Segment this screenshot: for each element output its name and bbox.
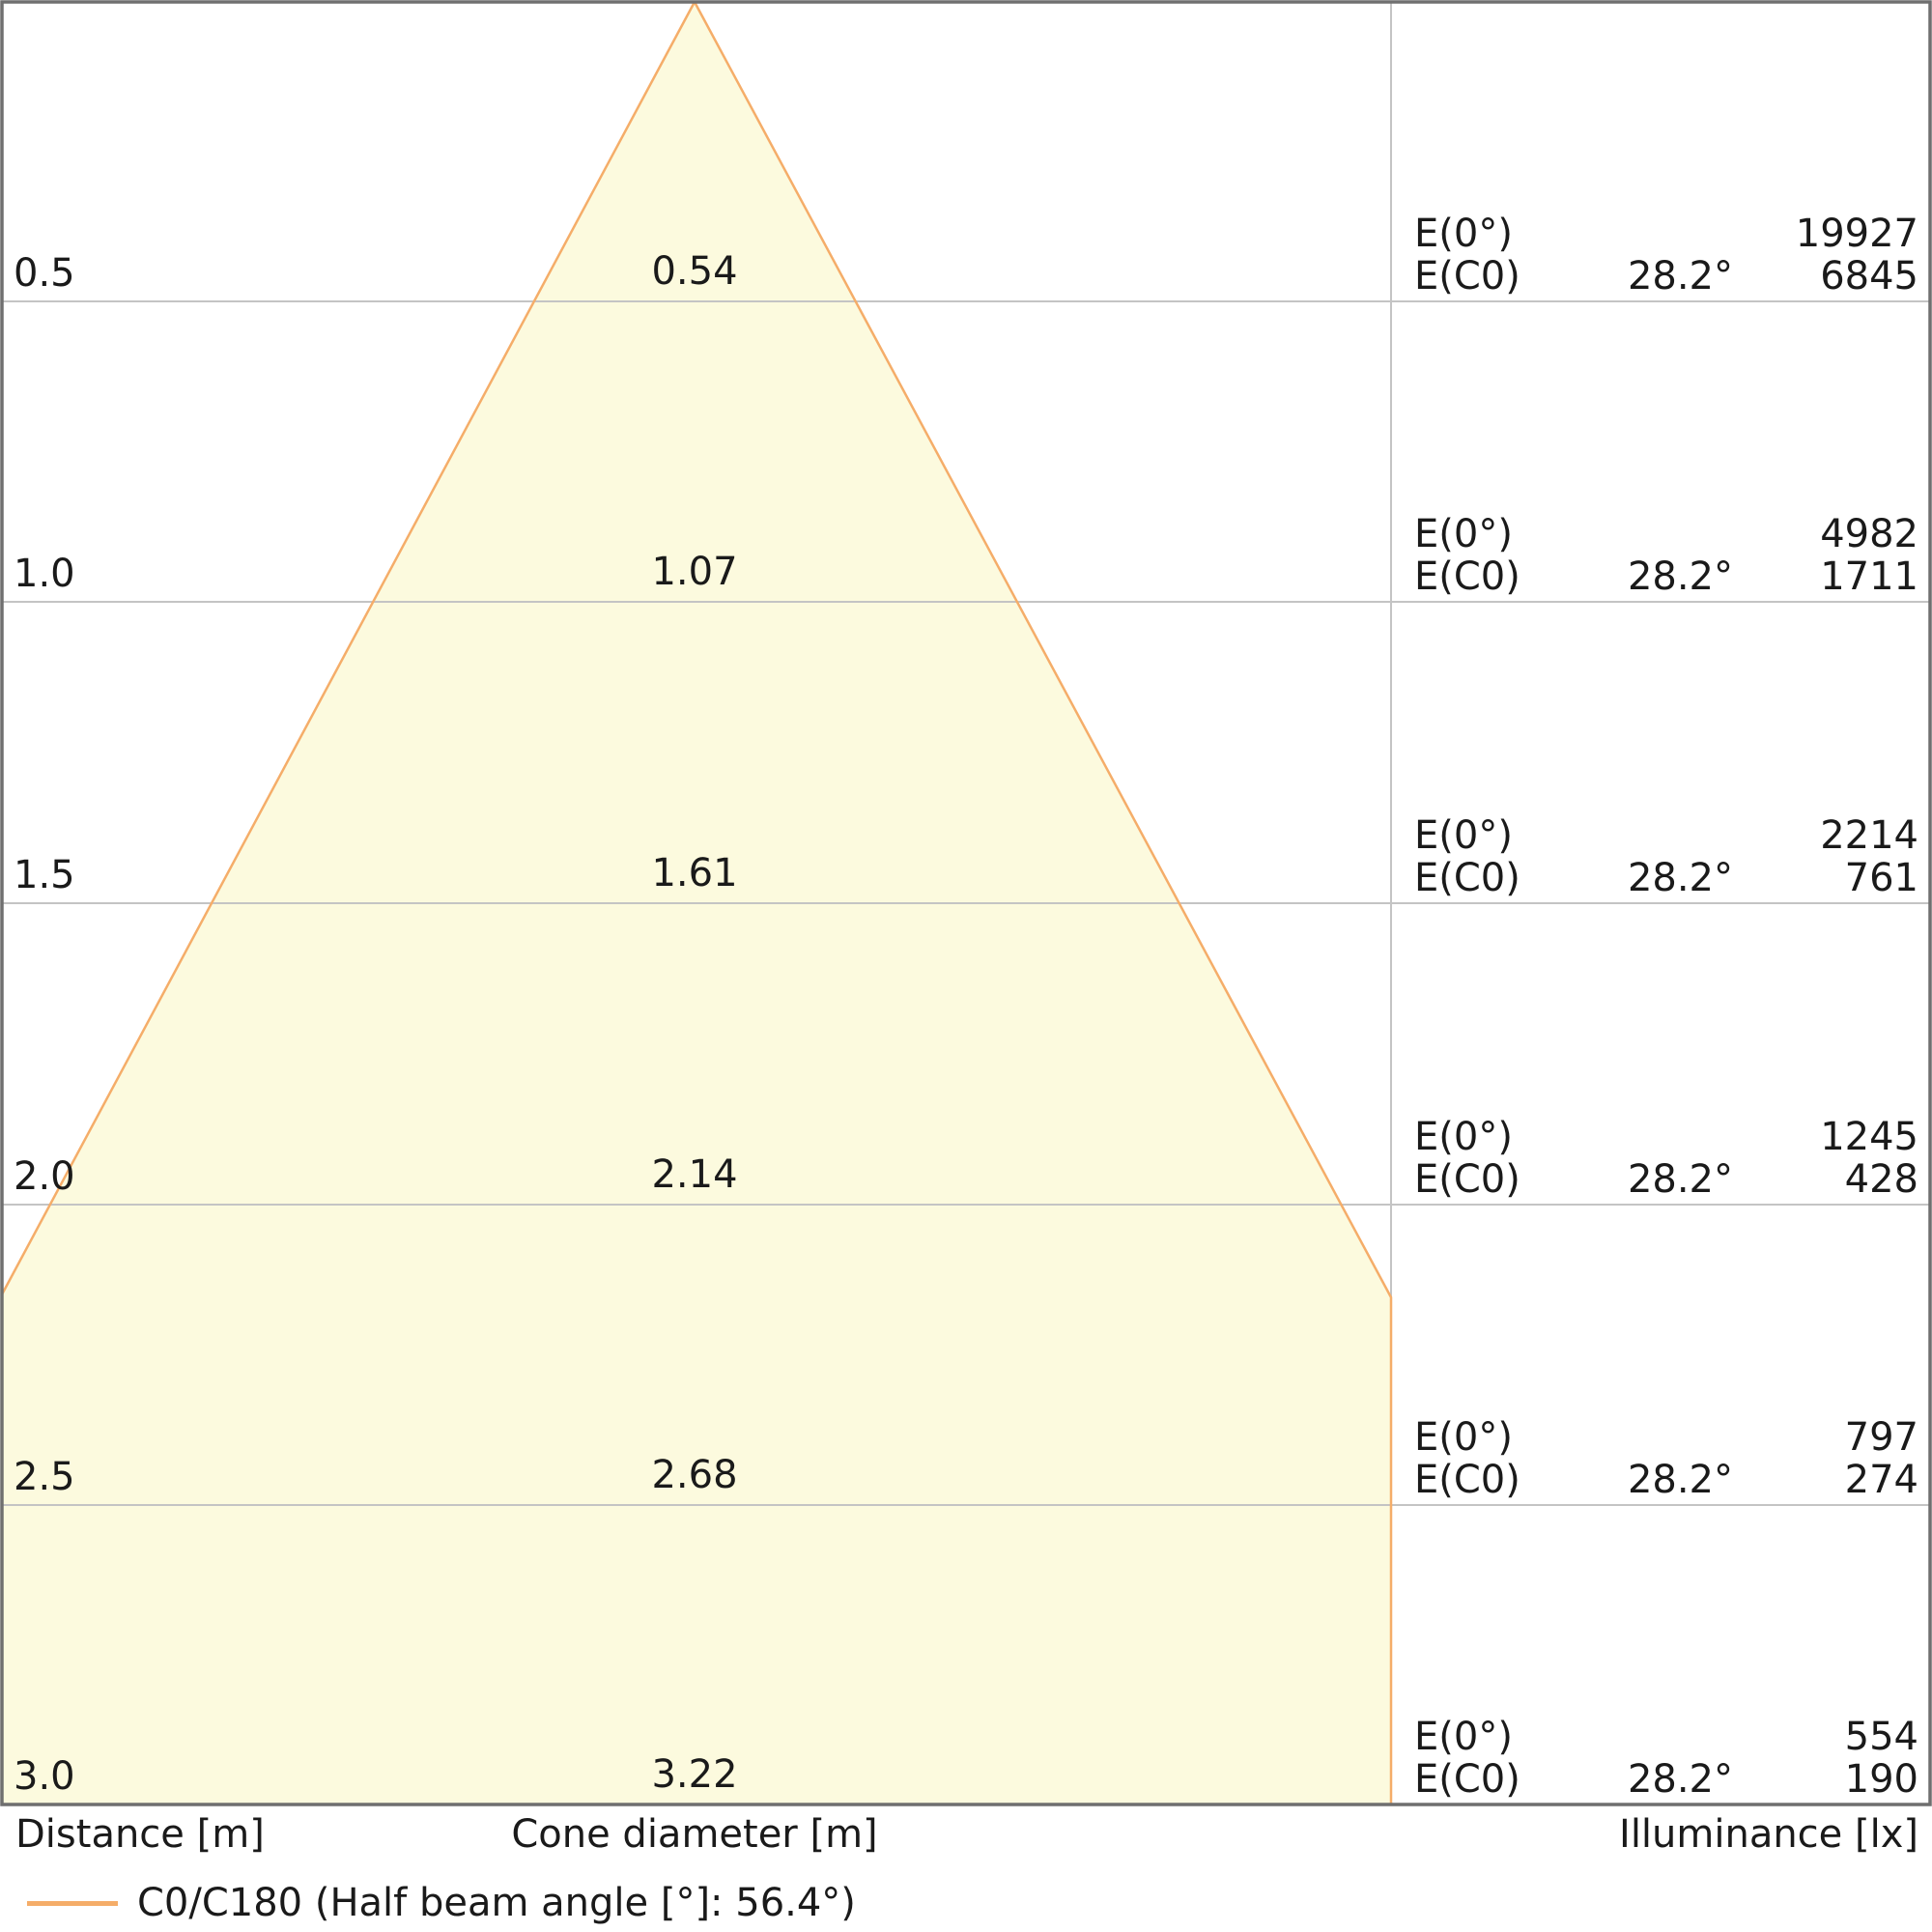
e0-label: E(0°) [1414, 512, 1513, 556]
legend-line-swatch [27, 1901, 118, 1906]
e0-label: E(0°) [1414, 813, 1513, 858]
distance-tick-label: 2.5 [14, 1455, 75, 1499]
distance-tick-label: 1.0 [14, 552, 75, 596]
ec0-label: E(C0) [1414, 1157, 1520, 1202]
cone-diameter-value: 2.14 [651, 1152, 738, 1197]
e0-label: E(0°) [1414, 212, 1513, 256]
distance-tick-label: 1.5 [14, 853, 75, 897]
distance-tick-label: 0.5 [14, 251, 75, 296]
half-beam-angle: 28.2° [1627, 1757, 1733, 1802]
grid-lines [2, 300, 1930, 1506]
half-beam-angle: 28.2° [1627, 1157, 1733, 1202]
cone-chart-area: 0.5 0.54 E(0°) 19927 E(C0) 28.2° 6845 1.0 1… [0, 0, 1932, 1806]
cone-diameter-value: 1.61 [651, 851, 738, 895]
illuminance-cell: E(0°) 19927 E(C0) 28.2° 6845 [1414, 213, 1918, 298]
cone-diameter-value: 3.22 [651, 1752, 738, 1797]
angle-spacer [1559, 1416, 1733, 1459]
legend-label: C0/C180 (Half beam angle [°]: 56.4°) [137, 1881, 856, 1925]
e0-value: 797 [1844, 1415, 1918, 1460]
ec0-label: E(C0) [1414, 554, 1520, 599]
illuminance-cell: E(0°) 1245 E(C0) 28.2° 428 [1414, 1116, 1918, 1201]
half-beam-angle: 28.2° [1627, 254, 1733, 298]
e0-value: 4982 [1820, 512, 1918, 556]
angle-spacer [1559, 213, 1733, 255]
illuminance-cell: E(0°) 2214 E(C0) 28.2° 761 [1414, 814, 1918, 899]
half-beam-angle: 28.2° [1627, 1458, 1733, 1502]
cone-diameter-value: 0.54 [651, 249, 738, 294]
illuminance-cell: E(0°) 4982 E(C0) 28.2° 1711 [1414, 513, 1918, 598]
cone-diameter-value: 2.68 [651, 1453, 738, 1497]
angle-spacer [1559, 1116, 1733, 1158]
chart-frame [0, 0, 1932, 1806]
illuminance-cell: E(0°) 797 E(C0) 28.2° 274 [1414, 1416, 1918, 1501]
distance-axis-label: Distance [m] [15, 1812, 265, 1857]
legend: C0/C180 (Half beam angle [°]: 56.4°) [0, 1874, 1932, 1932]
e0-value: 554 [1844, 1715, 1918, 1759]
illuminance-axis-label: Illuminance [lx] [1619, 1812, 1918, 1857]
e0-value: 2214 [1820, 813, 1918, 858]
ec0-label: E(C0) [1414, 254, 1520, 298]
cone-diameter-axis-label: Cone diameter [m] [511, 1812, 878, 1857]
angle-spacer [1559, 1716, 1733, 1758]
ec0-value: 1711 [1820, 554, 1918, 599]
e0-value: 1245 [1820, 1115, 1918, 1159]
cone-diameter-value: 1.07 [651, 550, 738, 594]
ec0-label: E(C0) [1414, 1458, 1520, 1502]
e0-label: E(0°) [1414, 1715, 1513, 1759]
ec0-value: 274 [1844, 1458, 1918, 1502]
ec0-value: 190 [1844, 1757, 1918, 1802]
half-beam-angle: 28.2° [1627, 856, 1733, 900]
ec0-value: 428 [1844, 1157, 1918, 1202]
ec0-label: E(C0) [1414, 856, 1520, 900]
e0-label: E(0°) [1414, 1115, 1513, 1159]
half-beam-angle: 28.2° [1627, 554, 1733, 599]
e0-value: 19927 [1795, 212, 1918, 256]
distance-tick-label: 3.0 [14, 1754, 75, 1799]
ec0-value: 761 [1844, 856, 1918, 900]
e0-label: E(0°) [1414, 1415, 1513, 1460]
illuminance-cell: E(0°) 554 E(C0) 28.2° 190 [1414, 1716, 1918, 1801]
ec0-value: 6845 [1820, 254, 1918, 298]
cone-diagram-canvas [0, 0, 1932, 1806]
angle-spacer [1559, 814, 1733, 857]
distance-tick-label: 2.0 [14, 1154, 75, 1199]
ec0-label: E(C0) [1414, 1757, 1520, 1802]
angle-spacer [1559, 513, 1733, 555]
